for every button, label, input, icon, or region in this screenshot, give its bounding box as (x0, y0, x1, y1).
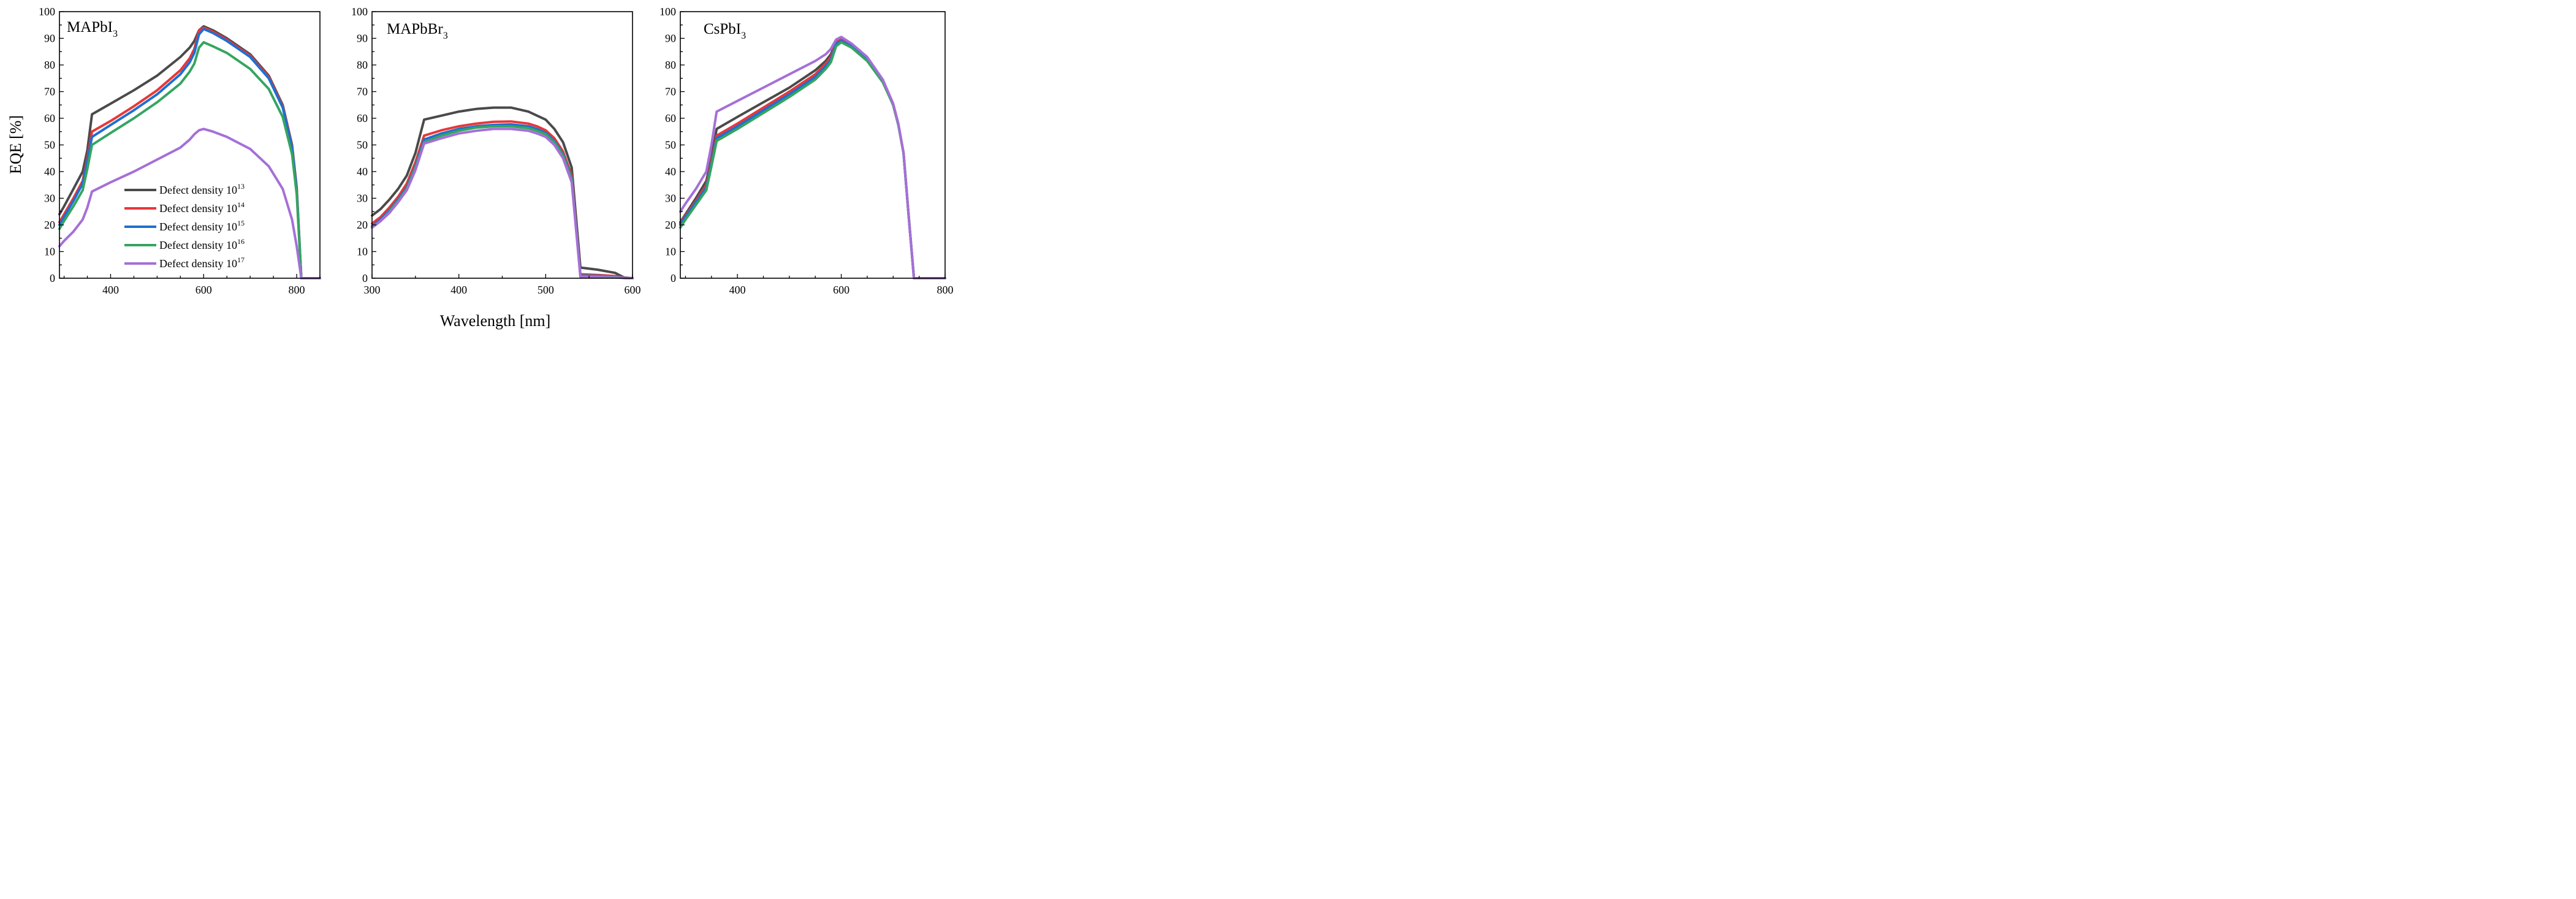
y-tick-label: 20 (44, 219, 55, 231)
y-tick-label: 40 (357, 165, 368, 178)
panel-cspbi3-frame (680, 11, 946, 279)
y-tick-label: 60 (665, 112, 676, 124)
y-tick-label: 80 (44, 59, 55, 71)
panel-mapbi3-yaxis: 0 10 20 30 40 50 60 70 80 90 100 (39, 6, 64, 284)
y-tick-label: 0 (671, 272, 676, 284)
legend-exponent: 15 (237, 219, 245, 227)
legend-label: Defect density 10 (159, 239, 237, 251)
panel-mapbbr3-title: MAPbBr3 (387, 21, 448, 41)
svg-text:Defect density 1016: Defect density 1016 (159, 237, 245, 251)
legend-label: Defect density 10 (159, 221, 237, 233)
panel-mapbi3-xaxis: 400 600 800 (63, 274, 321, 296)
y-tick-label: 40 (44, 165, 55, 178)
y-tick-label: 10 (44, 246, 55, 258)
y-tick-label: 50 (665, 139, 676, 151)
legend-exponent: 13 (237, 182, 245, 191)
panel-mapbi3-title: MAPbI3 (67, 19, 118, 39)
legend: Defect density 1013 Defect density 1014 … (124, 182, 245, 270)
x-tick-label: 500 (538, 284, 554, 296)
x-tick-label: 400 (450, 284, 467, 296)
legend-exponent: 16 (237, 237, 245, 246)
y-tick-label: 30 (357, 192, 368, 205)
panel-cspbi3-yaxis: 0 10 20 30 40 50 60 70 80 90 100 (659, 6, 685, 284)
y-tick-label: 70 (357, 86, 368, 98)
y-tick-label: 50 (357, 139, 368, 151)
series-line (58, 28, 321, 279)
y-tick-label: 10 (665, 246, 676, 258)
panel-cspbi3-title: CsPbI3 (704, 21, 746, 41)
y-tick-label: 90 (357, 32, 368, 45)
series-line (371, 120, 634, 279)
y-tick-label: 60 (357, 112, 368, 124)
y-tick-label: 0 (362, 272, 368, 284)
panel-cspbi3-lines (679, 36, 946, 279)
panel-mapbi3-lines (58, 25, 321, 279)
y-tick-label: 10 (357, 246, 368, 258)
legend-label: Defect density 10 (159, 257, 237, 270)
panel-mapbbr3: 0 10 20 30 40 50 60 70 80 90 100 300 400 500 600 MAPb… (351, 6, 641, 296)
y-tick-label: 70 (665, 86, 676, 98)
y-tick-label: 80 (357, 59, 368, 71)
legend-exponent: 17 (237, 256, 245, 264)
y-tick-label: 60 (44, 112, 55, 124)
x-tick-label: 300 (364, 284, 381, 296)
legend-item: Defect density 1016 (124, 237, 245, 251)
y-tick-label: 40 (665, 165, 676, 178)
legend-label: Defect density 10 (159, 184, 237, 196)
svg-text:Defect density 1015: Defect density 1015 (159, 219, 245, 233)
series-line (371, 125, 634, 279)
legend-item: Defect density 1014 (124, 200, 245, 214)
x-tick-label: 600 (625, 284, 641, 296)
panel-mapbbr3-frame (371, 11, 633, 279)
y-tick-label: 50 (44, 139, 55, 151)
panel-cspbi3-xaxis: 400 600 800 (685, 274, 954, 296)
y-tick-label: 0 (50, 272, 55, 284)
svg-text:Defect density 1014: Defect density 1014 (159, 200, 245, 214)
panel-mapbbr3-lines (371, 106, 634, 279)
series-line (679, 36, 946, 279)
x-tick-label: 600 (833, 284, 849, 296)
legend-exponent: 14 (237, 200, 245, 209)
series-line (371, 127, 634, 279)
y-tick-label: 90 (665, 32, 676, 45)
y-tick-label: 100 (351, 6, 368, 18)
panel-mapbbr3-yaxis: 0 10 20 30 40 50 60 70 80 90 100 (351, 6, 376, 284)
y-tick-label: 30 (665, 192, 676, 205)
svg-text:Defect density 1017: Defect density 1017 (159, 256, 245, 270)
legend-item: Defect density 1013 (124, 182, 245, 196)
panel-mapbbr3-xaxis: 300 400 500 600 (364, 274, 641, 296)
y-tick-label: 80 (665, 59, 676, 71)
series-line (679, 38, 946, 279)
x-tick-label: 400 (729, 284, 746, 296)
y-tick-label: 100 (659, 6, 676, 18)
legend-item: Defect density 1017 (124, 256, 245, 270)
x-axis-title: Wavelength [nm] (440, 312, 551, 330)
series-line (371, 106, 634, 279)
svg-text:Defect density 1013: Defect density 1013 (159, 182, 245, 196)
series-line (371, 123, 634, 279)
y-tick-label: 70 (44, 86, 55, 98)
legend-label: Defect density 10 (159, 202, 237, 214)
series-line (58, 41, 321, 279)
y-tick-label: 90 (44, 32, 55, 45)
legend-item: Defect density 1015 (124, 219, 245, 233)
x-tick-label: 800 (937, 284, 954, 296)
y-tick-label: 100 (39, 6, 55, 18)
x-tick-label: 600 (196, 284, 212, 296)
series-line (58, 127, 321, 279)
y-axis-title: EQE [%] (7, 115, 25, 174)
y-tick-label: 20 (665, 219, 676, 231)
y-tick-label: 20 (357, 219, 368, 231)
panel-mapbi3-frame (59, 11, 321, 279)
panel-cspbi3: 0 10 20 30 40 50 60 70 80 90 100 400 600 800 CsPbI3 (659, 6, 954, 296)
x-tick-label: 800 (289, 284, 305, 296)
y-tick-label: 30 (44, 192, 55, 205)
x-tick-label: 400 (102, 284, 119, 296)
